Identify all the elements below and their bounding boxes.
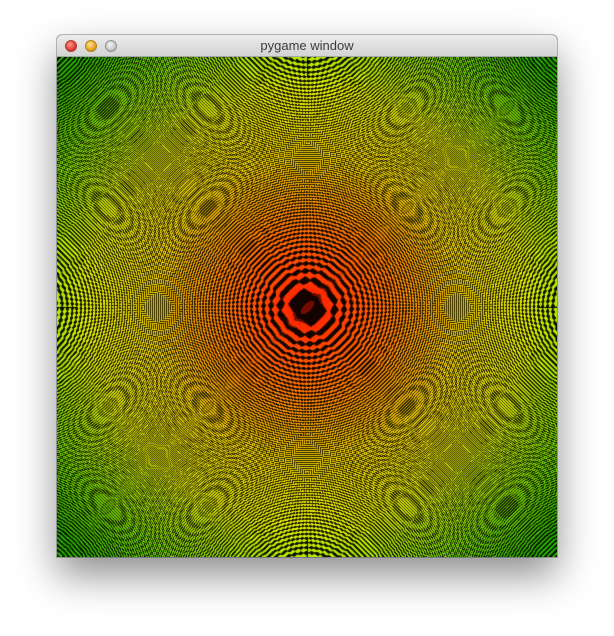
close-icon[interactable]: [65, 40, 77, 52]
window-title: pygame window: [260, 38, 354, 53]
pygame-window: pygame window: [57, 35, 557, 557]
zoom-icon[interactable]: [105, 40, 117, 52]
title-bar[interactable]: pygame window: [57, 35, 557, 57]
minimize-icon[interactable]: [85, 40, 97, 52]
pygame-canvas-area[interactable]: [57, 57, 557, 557]
pygame-canvas[interactable]: [57, 57, 557, 557]
